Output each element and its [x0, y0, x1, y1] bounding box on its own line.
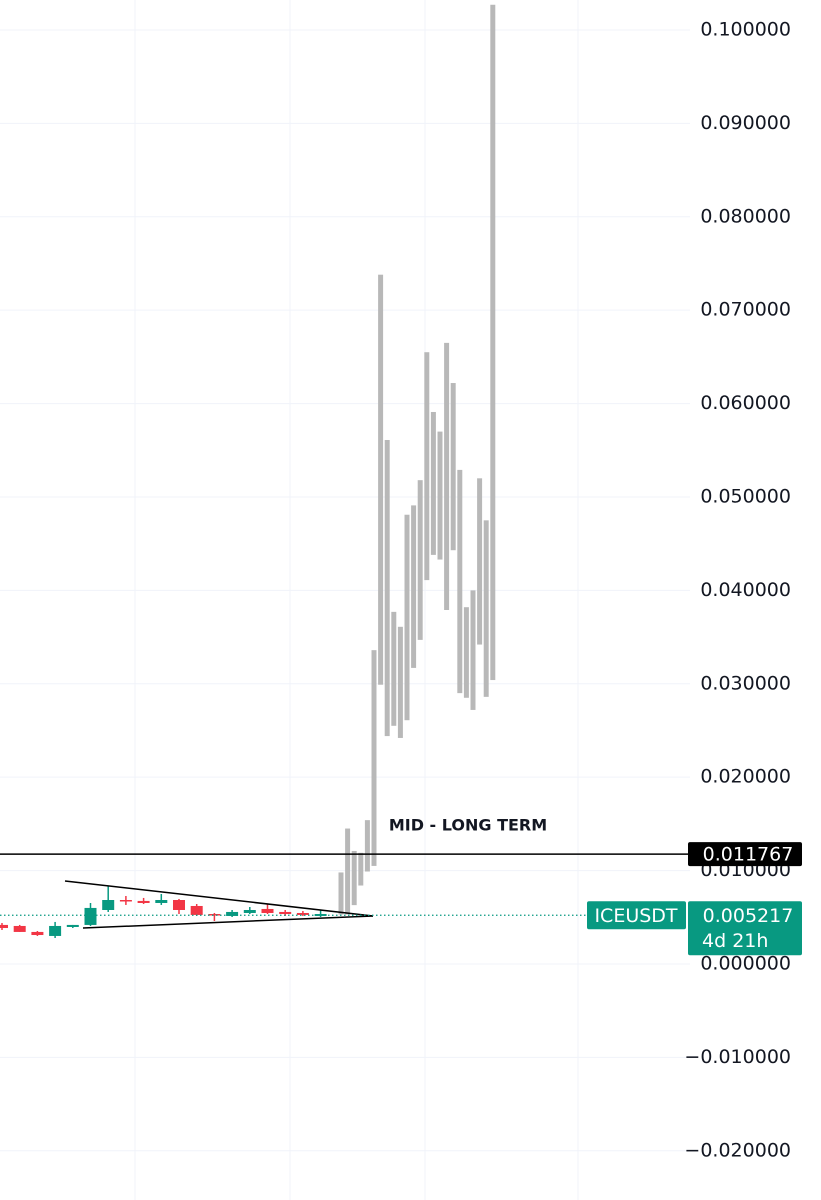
y-tick-label: 0.020000 [700, 766, 791, 788]
projection-bar [404, 514, 410, 721]
candle-body [226, 911, 239, 916]
projection-bar [430, 411, 436, 555]
projection-bar [384, 440, 390, 737]
y-tick-label: 0.100000 [700, 18, 791, 40]
projection-bar [351, 850, 357, 906]
y-tick-label: 0.070000 [700, 299, 791, 321]
trendline [82, 915, 374, 929]
projection-bar [358, 852, 364, 886]
hline-label: 0.011767 [703, 844, 794, 866]
hline-label-box [688, 842, 802, 867]
projection-bar [437, 431, 443, 560]
projection-bar [424, 352, 430, 581]
candle-body [102, 900, 115, 910]
candle-body [243, 909, 256, 913]
candle-body [155, 900, 168, 903]
last-price-label: 0.005217 [703, 905, 794, 927]
candle-body [296, 912, 309, 915]
y-tick-label: 0.030000 [700, 672, 791, 694]
candle-body [119, 900, 132, 902]
projection-bar [378, 274, 384, 685]
candle-body [173, 900, 185, 910]
projection-bar [417, 480, 423, 640]
y-tick-label: 0.050000 [700, 485, 791, 507]
projection-bar [463, 607, 469, 698]
y-tick-label: 0.090000 [700, 112, 791, 134]
projection-bar [470, 590, 476, 710]
projection-bar [444, 342, 450, 610]
trendline [64, 880, 374, 917]
projection-bar [457, 469, 463, 694]
symbol-label: ICEUSDT [594, 905, 677, 927]
candle-body [13, 925, 26, 932]
candle-body [31, 931, 44, 936]
projection-bar [338, 872, 344, 915]
countdown-label: 4d 21h [702, 930, 768, 952]
projection-bar [391, 611, 397, 726]
y-tick-label: −0.010000 [684, 1046, 791, 1068]
y-tick-label: 0.040000 [700, 579, 791, 601]
candle-body [0, 924, 8, 929]
vertical-grid [134, 0, 579, 1200]
projection-bar [477, 478, 483, 645]
y-tick-label: 0.080000 [700, 205, 791, 227]
projection-bar [371, 650, 377, 866]
annotation: MID - LONG TERM [389, 816, 547, 835]
price-box [688, 901, 802, 956]
candle-body [84, 907, 97, 925]
candle-body [137, 900, 150, 903]
candle-body [190, 905, 203, 915]
projection-bar [411, 505, 417, 668]
candle-body [49, 925, 62, 936]
symbol-box [587, 901, 686, 930]
y-tick-label: −0.020000 [684, 1139, 791, 1161]
y-tick-label: 0.060000 [700, 392, 791, 414]
projection-bar [397, 626, 403, 738]
projection-bar [483, 520, 489, 697]
projection-bar [450, 383, 456, 551]
projection-bar [345, 828, 351, 915]
candle-body [66, 924, 79, 927]
candle-body [208, 914, 221, 916]
y-tick-label: 0.000000 [700, 952, 791, 974]
projection-bar [490, 4, 496, 681]
projection-bar [364, 820, 370, 872]
candle-body [279, 911, 292, 915]
candle-body [261, 908, 274, 913]
